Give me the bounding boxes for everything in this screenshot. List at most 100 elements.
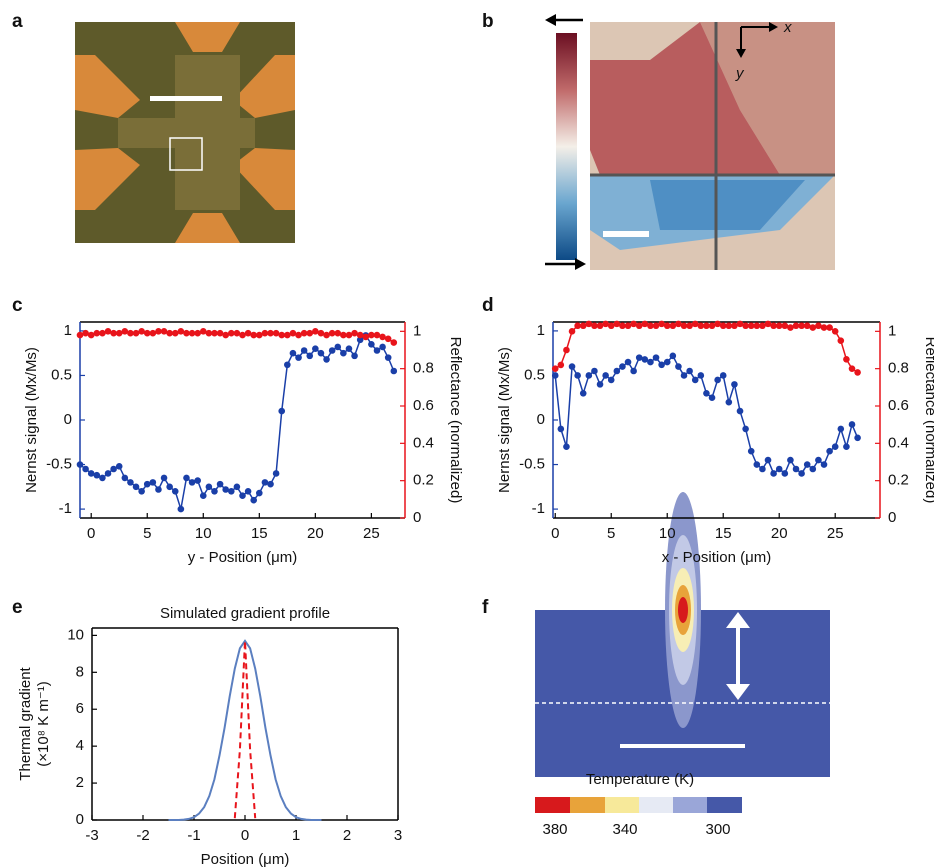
y-tick-label: 0.5 [51, 366, 72, 383]
data-point [362, 334, 369, 341]
data-point [323, 332, 330, 339]
data-point [161, 328, 168, 335]
data-point [306, 330, 313, 337]
data-point [374, 347, 381, 354]
data-point [726, 399, 733, 406]
data-point [161, 475, 168, 482]
data-point [312, 328, 319, 335]
data-point [105, 470, 112, 477]
data-point [748, 448, 755, 455]
data-point [625, 322, 632, 329]
y2-tick-label: 0.2 [888, 472, 909, 489]
y-tick-label: 4 [76, 737, 84, 754]
colorbar-tick: 380 [542, 821, 567, 838]
data-point [150, 330, 157, 337]
data-point [602, 321, 609, 328]
data-point [122, 328, 129, 335]
data-point [698, 372, 705, 379]
x-tick-label: 0 [551, 525, 559, 542]
data-point [390, 368, 397, 375]
data-point [222, 332, 229, 339]
data-point [849, 421, 856, 428]
data-point [194, 477, 201, 484]
data-point [681, 372, 688, 379]
x-tick-label: -2 [136, 827, 149, 844]
colorbar-tick: 300 [705, 821, 730, 838]
y-tick-label: 10 [67, 626, 84, 643]
data-point [826, 324, 833, 331]
x-tick-label: 10 [195, 525, 212, 542]
y-tick-label: -0.5 [46, 456, 72, 473]
data-point [379, 344, 386, 351]
data-point [709, 322, 716, 329]
data-point [552, 372, 559, 379]
data-point [284, 332, 291, 339]
series-line [555, 324, 857, 373]
data-point [843, 443, 850, 450]
data-point [245, 330, 252, 337]
data-point [284, 361, 291, 368]
y-tick-label: 0.5 [524, 366, 545, 383]
data-point [602, 372, 609, 379]
y-tick-label: 0 [537, 411, 545, 428]
data-point [619, 363, 626, 370]
data-point [742, 426, 749, 433]
y2-tick-label: 1 [888, 322, 896, 339]
data-point [211, 488, 218, 495]
data-point [642, 356, 649, 363]
y-tick-label: -1 [59, 500, 72, 517]
data-point [692, 377, 699, 384]
data-point [138, 488, 145, 495]
y2-axis-label: Reflectance (normalized) [922, 337, 934, 504]
data-point [675, 321, 682, 328]
data-point [804, 461, 811, 468]
data-point [385, 336, 392, 343]
x-tick-label: 5 [143, 525, 151, 542]
data-point [737, 321, 744, 328]
data-point [334, 330, 341, 337]
data-point [759, 466, 766, 473]
data-point [329, 347, 336, 354]
x-tick-label: 3 [394, 827, 402, 844]
data-point [653, 322, 660, 329]
data-point [832, 328, 839, 335]
data-point [636, 322, 643, 329]
x-axis-label: Position (μm) [201, 851, 290, 868]
x-tick-label: 10 [659, 525, 676, 542]
data-point [222, 486, 229, 493]
data-point [262, 479, 269, 486]
data-point [709, 394, 716, 401]
data-point [357, 332, 364, 339]
y2-tick-label: 0.4 [888, 434, 909, 451]
data-point [737, 408, 744, 415]
data-point [670, 322, 677, 329]
y-tick-label: 8 [76, 663, 84, 680]
data-point [574, 372, 581, 379]
kerr-image-b: x y [545, 14, 835, 270]
series-line [169, 641, 322, 820]
data-point [670, 353, 677, 360]
data-point [804, 322, 811, 329]
data-point [273, 330, 280, 337]
y2-tick-label: 0.8 [888, 360, 909, 377]
x-tick-label: 15 [251, 525, 268, 542]
data-point [82, 466, 89, 473]
data-point [782, 322, 789, 329]
data-point [703, 390, 710, 397]
figure: a b c d e f x y [0, 0, 934, 868]
data-point [116, 330, 123, 337]
data-point [290, 330, 297, 337]
data-point [234, 330, 241, 337]
data-point [312, 345, 319, 352]
data-point [563, 443, 570, 450]
x-tick-label: 25 [827, 525, 844, 542]
data-point [765, 457, 772, 464]
x-axis-label: x - Position (μm) [662, 549, 772, 566]
data-point [586, 321, 593, 328]
x-tick-label: 2 [343, 827, 351, 844]
y2-axis-label: Reflectance (normalized) [447, 337, 464, 504]
data-point [278, 408, 285, 415]
data-point [234, 484, 241, 491]
data-point [614, 321, 621, 328]
x-tick-label: 25 [363, 525, 380, 542]
